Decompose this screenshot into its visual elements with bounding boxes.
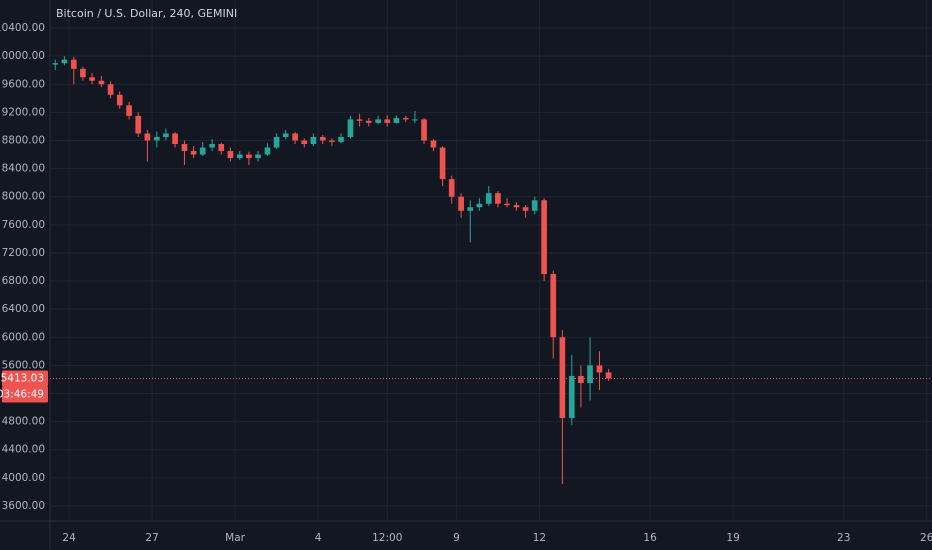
y-tick-label: 8800.00 — [2, 134, 45, 146]
candle-body — [70, 59, 77, 69]
y-tick-label: 5600.00 — [2, 359, 45, 371]
x-tick-label: 12 — [533, 532, 546, 544]
y-tick-label: 4800.00 — [2, 416, 45, 428]
candle-body — [439, 147, 446, 180]
candle-body — [172, 133, 178, 145]
candle-body — [246, 154, 252, 159]
y-tick-label: 10000.00 — [0, 50, 45, 62]
candle-body — [384, 119, 391, 123]
candle-body — [52, 63, 59, 65]
last-price-label: 5413.03 — [1, 373, 44, 385]
candle-body — [329, 140, 335, 142]
candle-body — [448, 179, 455, 197]
countdown-label: 03:46:49 — [0, 389, 44, 401]
y-tick-label: 9600.00 — [2, 78, 45, 90]
candle-body — [485, 193, 492, 204]
candle-body — [218, 144, 225, 152]
candle-body — [587, 365, 593, 383]
candle-body — [375, 119, 381, 123]
candle-body — [596, 365, 603, 373]
x-tick-label: 16 — [643, 532, 657, 544]
y-tick-label: 6800.00 — [2, 275, 45, 287]
candle-body — [476, 203, 483, 208]
candle-body — [163, 133, 169, 137]
candle-body — [513, 205, 520, 208]
y-tick-label: 7600.00 — [2, 219, 45, 231]
y-tick-label: 4400.00 — [2, 444, 45, 456]
candle-body — [273, 136, 280, 148]
candle-body — [568, 375, 575, 419]
candle-body — [338, 136, 344, 142]
candle-body — [356, 119, 363, 121]
x-tick-label: 12:00 — [372, 532, 402, 544]
y-tick-label: 8000.00 — [2, 191, 45, 203]
chart-title: Bitcoin / U.S. Dollar, 240, GEMINI — [56, 7, 237, 20]
candle-body — [319, 136, 326, 141]
candle-body — [190, 151, 197, 155]
candle-body — [126, 105, 132, 116]
x-tick-label: 9 — [453, 532, 460, 544]
x-tick-label: 23 — [837, 532, 850, 544]
candle-body — [430, 140, 437, 148]
y-tick-label: 7200.00 — [2, 247, 45, 259]
candle-body — [504, 203, 510, 206]
candle-body — [458, 196, 464, 211]
candle-body — [531, 200, 538, 211]
y-tick-label: 6400.00 — [2, 303, 45, 315]
candle-body — [402, 118, 409, 120]
candle-body — [365, 120, 372, 123]
candle-body — [578, 375, 584, 383]
candle-body — [550, 274, 557, 338]
candle-body — [541, 200, 547, 275]
candle-body — [255, 154, 261, 159]
candle-body — [227, 151, 234, 159]
candle-body — [209, 144, 215, 148]
x-tick-label: 19 — [726, 532, 739, 544]
x-tick-label: 27 — [145, 532, 158, 544]
candle-body — [292, 133, 298, 141]
y-tick-label: 9200.00 — [2, 106, 45, 118]
y-tick-label: 4000.00 — [2, 472, 45, 484]
candle-body — [181, 144, 188, 152]
candle-body — [199, 147, 206, 155]
candle-body — [144, 133, 151, 141]
candle-body — [61, 59, 68, 64]
candle-body — [116, 94, 123, 106]
candle-body — [135, 115, 142, 134]
countdown-box — [2, 386, 48, 403]
y-tick-label: 6000.00 — [2, 331, 45, 343]
candle-body — [522, 207, 529, 211]
x-tick-label: 26 — [920, 532, 932, 544]
candle-body — [264, 147, 271, 155]
y-tick-label: 10400.00 — [0, 22, 45, 34]
y-tick-label: 3600.00 — [2, 500, 45, 512]
candle-body — [559, 337, 566, 419]
candle-body — [412, 119, 418, 121]
candle-body — [495, 193, 501, 204]
last-price-box — [2, 370, 48, 387]
candle-body — [153, 136, 160, 141]
candle-body — [421, 119, 427, 141]
candle-body — [89, 77, 95, 81]
candle-body — [301, 140, 308, 145]
x-tick-label: Mar — [225, 532, 245, 544]
candle-body — [310, 136, 317, 145]
x-tick-label: 24 — [62, 532, 76, 544]
candle-body — [467, 207, 474, 211]
candle-body — [107, 84, 114, 95]
candle-body — [98, 80, 105, 85]
candle-body — [80, 68, 86, 78]
x-tick-label: 4 — [315, 532, 322, 544]
candle-body — [605, 372, 612, 379]
candle-body — [236, 154, 243, 159]
candle-body — [393, 118, 400, 123]
candle-body — [347, 119, 354, 137]
y-tick-label: 8400.00 — [2, 163, 45, 175]
candle-body — [282, 133, 289, 137]
